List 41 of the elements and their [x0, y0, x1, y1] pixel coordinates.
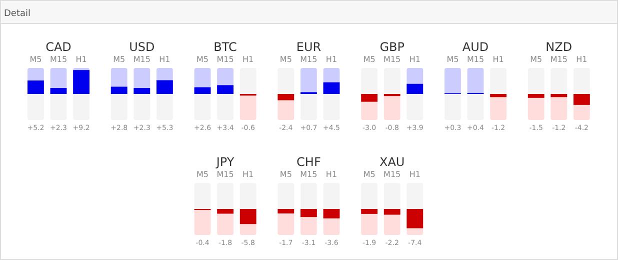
x-tick-label: H1 [159, 55, 170, 64]
chart-title: USD [129, 40, 155, 54]
chart-title: AUD [462, 40, 489, 54]
x-tick-label: M15 [300, 170, 318, 179]
x-tick-label: M5 [280, 170, 292, 179]
x-tick-label: M15 [300, 55, 318, 64]
x-tick-label: M5 [196, 55, 209, 64]
x-tick-label: H1 [326, 55, 338, 64]
x-tick-label: M5 [113, 55, 126, 64]
x-tick-label: M15 [384, 55, 401, 64]
x-tick-label: M5 [280, 55, 292, 64]
x-tick-label: H1 [242, 55, 254, 64]
chart-title: CAD [46, 40, 72, 54]
x-tick-label: H1 [576, 55, 588, 64]
x-tick-label: H1 [242, 170, 254, 179]
x-tick-label: H1 [409, 55, 420, 64]
chart-title: BTC [214, 40, 237, 54]
x-tick-label: M5 [530, 55, 542, 64]
chart-title: CHF [296, 155, 321, 169]
x-tick-label: H1 [492, 55, 504, 64]
x-tick-label: M15 [50, 55, 68, 64]
x-tick-label: M15 [384, 170, 401, 179]
x-tick-label: M15 [216, 170, 234, 179]
x-tick-label: M15 [216, 55, 234, 64]
x-tick-label: M5 [446, 55, 459, 64]
x-tick-label: M15 [133, 55, 150, 64]
x-tick-label: H1 [409, 170, 420, 179]
chart-title: NZD [546, 40, 572, 54]
x-tick-label: M5 [363, 55, 376, 64]
x-tick-label: M15 [550, 55, 568, 64]
x-tick-label: H1 [326, 170, 338, 179]
x-tick-label: H1 [76, 55, 87, 64]
chart-title: GBP [380, 40, 404, 54]
x-tick-label: M15 [466, 55, 484, 64]
x-tick-label: M5 [30, 55, 42, 64]
x-tick-label: M5 [363, 170, 376, 179]
x-tick-label: M5 [196, 170, 209, 179]
text: Detail [4, 9, 31, 19]
chart-title: EUR [296, 40, 322, 54]
chart-title: XAU [379, 155, 405, 169]
chart-title: JPY [215, 155, 235, 169]
